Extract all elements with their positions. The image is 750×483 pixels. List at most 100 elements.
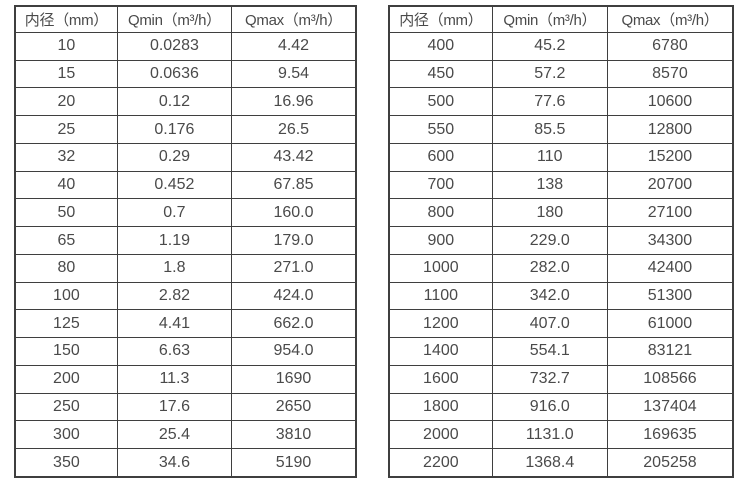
table-cell: 160.0: [231, 198, 357, 228]
table-cell: 43.42: [231, 142, 357, 172]
table-cell: 0.12: [116, 87, 233, 117]
table-cell: 0.0283: [116, 32, 233, 61]
table-cell: 8570: [606, 59, 734, 89]
table-row: 450 57.2 8570: [388, 59, 734, 89]
table-cell: 110: [491, 142, 608, 172]
column-header-qmin: Qmin（m³/h）: [116, 5, 233, 33]
table-row: 80 1.8 271.0: [14, 253, 357, 283]
table-row: 10 0.0283 4.42: [14, 32, 357, 61]
table-cell: 32: [14, 142, 118, 172]
table-cell: 554.1: [491, 337, 608, 366]
flow-table-right: 内径（mm） Qmin（m³/h） Qmax（m³/h） 400 45.2 6780…: [388, 5, 734, 478]
table-cell: 11.3: [116, 364, 233, 394]
table-cell: 0.7: [116, 198, 233, 228]
table-row: 25 0.176 26.5: [14, 115, 357, 144]
column-header-diameter: 内径（mm）: [388, 5, 493, 33]
table-row: 1200 407.0 61000: [388, 309, 734, 339]
table-row: 300 25.4 3810: [14, 420, 357, 450]
table-cell: 26.5: [231, 115, 357, 144]
table-row: 250 17.6 2650: [14, 392, 357, 422]
table-cell: 407.0: [491, 309, 608, 339]
table-cell: 179.0: [231, 226, 357, 255]
table-cell: 229.0: [491, 226, 608, 255]
header-row: 内径（mm） Qmin（m³/h） Qmax（m³/h）: [14, 5, 357, 33]
table-cell: 1600: [388, 364, 493, 394]
table-cell: 954.0: [231, 337, 357, 366]
table-cell: 1200: [388, 309, 493, 339]
table-cell: 34300: [606, 226, 734, 255]
table-cell: 180: [491, 198, 608, 228]
table-cell: 3810: [231, 420, 357, 450]
table-cell: 25: [14, 115, 118, 144]
table-row: 150 6.63 954.0: [14, 337, 357, 366]
table-row: 350 34.6 5190: [14, 448, 357, 478]
table-row: 1100 342.0 51300: [388, 281, 734, 311]
table-cell: 4.41: [116, 309, 233, 339]
flow-table-left: 内径（mm） Qmin（m³/h） Qmax（m³/h） 10 0.0283 4.4…: [14, 5, 357, 478]
table-cell: 1.8: [116, 253, 233, 283]
table-cell: 77.6: [491, 87, 608, 117]
table-cell: 271.0: [231, 253, 357, 283]
table-cell: 10600: [606, 87, 734, 117]
table-cell: 6780: [606, 32, 734, 61]
table-cell: 61000: [606, 309, 734, 339]
table-cell: 200: [14, 364, 118, 394]
table-cell: 2650: [231, 392, 357, 422]
table-cell: 732.7: [491, 364, 608, 394]
table-cell: 2.82: [116, 281, 233, 311]
flow-table-right-body: 400 45.2 6780 450 57.2 8570 500 77.6 10600 550 85.…: [388, 32, 734, 478]
table-cell: 17.6: [116, 392, 233, 422]
table-cell: 51300: [606, 281, 734, 311]
table-row: 200 11.3 1690: [14, 364, 357, 394]
table-cell: 342.0: [491, 281, 608, 311]
table-row: 40 0.452 67.85: [14, 170, 357, 200]
table-cell: 1000: [388, 253, 493, 283]
table-cell: 350: [14, 448, 118, 478]
table-cell: 108566: [606, 364, 734, 394]
table-row: 800 180 27100: [388, 198, 734, 228]
table-cell: 45.2: [491, 32, 608, 61]
table-row: 125 4.41 662.0: [14, 309, 357, 339]
table-cell: 10: [14, 32, 118, 61]
table-cell: 4.42: [231, 32, 357, 61]
table-cell: 138: [491, 170, 608, 200]
table-row: 1600 732.7 108566: [388, 364, 734, 394]
table-cell: 169635: [606, 420, 734, 450]
table-row: 900 229.0 34300: [388, 226, 734, 255]
table-row: 600 110 15200: [388, 142, 734, 172]
table-cell: 125: [14, 309, 118, 339]
table-cell: 700: [388, 170, 493, 200]
table-row: 15 0.0636 9.54: [14, 59, 357, 89]
table-cell: 27100: [606, 198, 734, 228]
table-cell: 600: [388, 142, 493, 172]
table-cell: 20: [14, 87, 118, 117]
table-cell: 1400: [388, 337, 493, 366]
table-row: 1000 282.0 42400: [388, 253, 734, 283]
table-row: 500 77.6 10600: [388, 87, 734, 117]
table-cell: 12800: [606, 115, 734, 144]
table-cell: 1690: [231, 364, 357, 394]
table-cell: 1131.0: [491, 420, 608, 450]
table-cell: 67.85: [231, 170, 357, 200]
table-cell: 2200: [388, 448, 493, 478]
column-header-diameter: 内径（mm）: [14, 5, 118, 33]
column-header-qmin: Qmin（m³/h）: [491, 5, 608, 33]
table-row: 20 0.12 16.96: [14, 87, 357, 117]
table-cell: 80: [14, 253, 118, 283]
table-cell: 40: [14, 170, 118, 200]
table-cell: 300: [14, 420, 118, 450]
table-cell: 42400: [606, 253, 734, 283]
table-cell: 1800: [388, 392, 493, 422]
table-cell: 100: [14, 281, 118, 311]
table-cell: 137404: [606, 392, 734, 422]
header-row: 内径（mm） Qmin（m³/h） Qmax（m³/h）: [388, 5, 734, 33]
column-header-qmax: Qmax（m³/h）: [606, 5, 734, 33]
table-row: 50 0.7 160.0: [14, 198, 357, 228]
table-cell: 15: [14, 59, 118, 89]
table-cell: 1.19: [116, 226, 233, 255]
table-cell: 15200: [606, 142, 734, 172]
table-cell: 57.2: [491, 59, 608, 89]
table-cell: 0.0636: [116, 59, 233, 89]
table-row: 700 138 20700: [388, 170, 734, 200]
table-row: 1400 554.1 83121: [388, 337, 734, 366]
